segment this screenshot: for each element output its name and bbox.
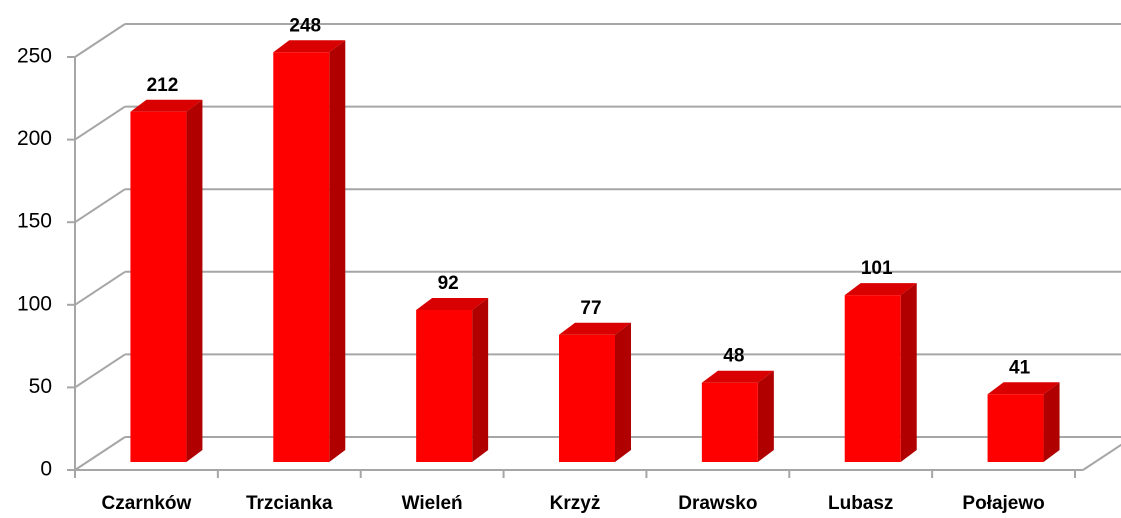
y-tick-label: 150 xyxy=(17,210,52,233)
bar xyxy=(416,298,489,462)
y-tick-label: 100 xyxy=(17,292,52,315)
bar-top xyxy=(701,370,774,383)
data-label: 101 xyxy=(861,258,893,279)
grid-line xyxy=(74,270,126,306)
grid-line xyxy=(74,188,126,224)
bar-front xyxy=(273,52,330,462)
bar xyxy=(701,370,774,462)
data-label: 212 xyxy=(147,75,179,96)
y-tick-label: 200 xyxy=(17,127,52,150)
data-label: 41 xyxy=(1009,357,1031,378)
bar-side xyxy=(186,99,203,462)
bar-top xyxy=(130,99,203,112)
x-tick-label: Krzyż xyxy=(550,493,601,514)
bar-top xyxy=(559,322,631,335)
bar-top xyxy=(273,40,346,53)
grid-line xyxy=(74,23,126,58)
bar-side xyxy=(757,370,774,462)
data-label: 248 xyxy=(289,15,321,36)
bar xyxy=(130,99,203,462)
bar xyxy=(844,283,917,462)
y-tick-label: 50 xyxy=(29,375,52,398)
bar-side xyxy=(900,283,917,462)
bar-front xyxy=(844,295,901,462)
bar-side xyxy=(472,298,489,462)
y-tick-label: 0 xyxy=(40,458,52,481)
bar xyxy=(559,322,631,462)
x-tick-label: Wieleń xyxy=(402,493,463,514)
bar-front xyxy=(701,382,758,462)
grid-line xyxy=(74,105,126,141)
data-label: 77 xyxy=(580,298,601,319)
bar-top xyxy=(416,298,489,311)
bar-front xyxy=(987,394,1044,462)
bar-front xyxy=(416,310,473,462)
x-tick-label: Lubasz xyxy=(828,493,893,514)
y-tick-label: 250 xyxy=(17,45,52,68)
x-tick-label: Trzcianka xyxy=(246,493,333,514)
bar-front xyxy=(130,111,187,462)
bar xyxy=(987,382,1060,462)
floor-edge xyxy=(1082,443,1121,471)
x-tick-label: Czarnków xyxy=(102,493,192,514)
bar-side xyxy=(615,322,631,462)
data-label: 92 xyxy=(438,273,459,294)
data-label: 48 xyxy=(723,346,744,367)
x-tick-label: Drawsko xyxy=(678,493,757,514)
bar-side xyxy=(1043,382,1060,462)
grid-line xyxy=(74,353,126,389)
bar xyxy=(273,40,346,462)
bar-front xyxy=(559,334,615,462)
bar-side xyxy=(329,40,346,462)
bar-top xyxy=(844,283,917,296)
bar-top xyxy=(987,382,1060,395)
grid-line xyxy=(74,436,126,471)
x-tick-label: Połajewo xyxy=(962,493,1044,514)
